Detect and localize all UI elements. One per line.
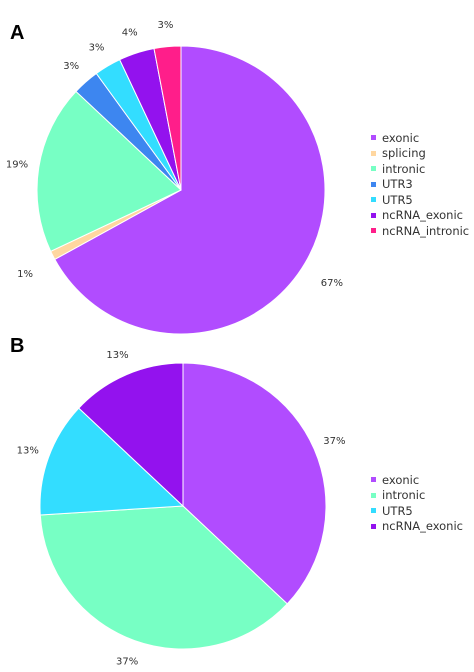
legend-swatch	[371, 135, 376, 141]
legend-a: exonic splicing intronic UTR3 UTR5 ncRNA_exon…	[371, 130, 469, 239]
legend-item: ncRNA_exonic	[371, 519, 463, 535]
legend-item: exonic	[371, 472, 463, 488]
pie-slice-intronic	[39, 505, 288, 650]
pie-chart-a: 67% 1% 19% 3% 3% 4% 3%	[6, 20, 343, 335]
legend-label: intronic	[382, 161, 426, 176]
slice-percent-label: 67%	[321, 278, 343, 289]
pie-slice-ncrna-exonic	[78, 362, 184, 508]
legend-swatch	[371, 523, 376, 529]
panel-label-b: B	[10, 335, 25, 357]
pie-slice-ncrna-intronic	[153, 45, 182, 191]
legend-label: intronic	[382, 488, 426, 503]
pie-slice-exonic	[182, 362, 327, 605]
panel-a: A 67% 1% 19% 3% 3% 4% 3% exonic splicing introni…	[0, 0, 474, 335]
slice-percent-label: 37%	[323, 436, 345, 447]
pie-slice-intronic	[36, 90, 182, 252]
slice-percent-label: 3%	[63, 61, 79, 72]
slice-percent-label: 13%	[106, 350, 128, 361]
legend-label: ncRNA_exonic	[382, 519, 463, 534]
legend-swatch	[371, 492, 376, 498]
legend-item: intronic	[371, 488, 463, 504]
legend-label: UTR3	[382, 177, 413, 192]
legend-item: UTR5	[371, 503, 463, 519]
legend-swatch	[371, 197, 376, 203]
legend-item: ncRNA_exonic	[371, 208, 469, 224]
legend-item: ncRNA_intronic	[371, 223, 469, 239]
legend-swatch	[371, 181, 376, 187]
legend-item: UTR3	[371, 177, 469, 193]
slice-percent-label: 13%	[17, 446, 39, 457]
legend-swatch	[371, 228, 376, 234]
legend-label: ncRNA_exonic	[382, 208, 463, 223]
legend-item: UTR5	[371, 192, 469, 208]
panel-label-a: A	[10, 22, 25, 44]
slice-percent-label: 3%	[89, 43, 105, 54]
slice-percent-label: 3%	[157, 20, 173, 31]
legend-swatch	[371, 477, 376, 483]
slice-percent-label: 37%	[116, 657, 138, 668]
legend-item: exonic	[371, 130, 469, 146]
slice-percent-label: 19%	[6, 160, 28, 171]
legend-label: exonic	[382, 130, 420, 145]
slice-percent-label: 4%	[122, 28, 138, 39]
legend-label: UTR5	[382, 192, 413, 207]
legend-swatch	[371, 508, 376, 514]
legend-b: exonic intronic UTR5 ncRNA_exonic	[371, 472, 463, 534]
slice-percent-label: 1%	[17, 269, 33, 280]
legend-item: intronic	[371, 161, 469, 177]
legend-item: splicing	[371, 146, 469, 162]
legend-swatch	[371, 212, 376, 218]
legend-label: UTR5	[382, 503, 413, 518]
pie-chart-b: 37% 37% 13% 13%	[17, 350, 346, 668]
legend-swatch	[371, 150, 376, 156]
legend-swatch	[371, 166, 376, 172]
legend-label: splicing	[382, 146, 426, 161]
pie-slice-exonic	[54, 45, 326, 335]
legend-label: ncRNA_intronic	[382, 223, 470, 238]
panel-b: B 37% 37% 13% 13% exonic intronic UTR5 ncRNA_e…	[0, 335, 474, 672]
legend-label: exonic	[382, 472, 420, 487]
pie-slice-utr5	[39, 407, 185, 516]
